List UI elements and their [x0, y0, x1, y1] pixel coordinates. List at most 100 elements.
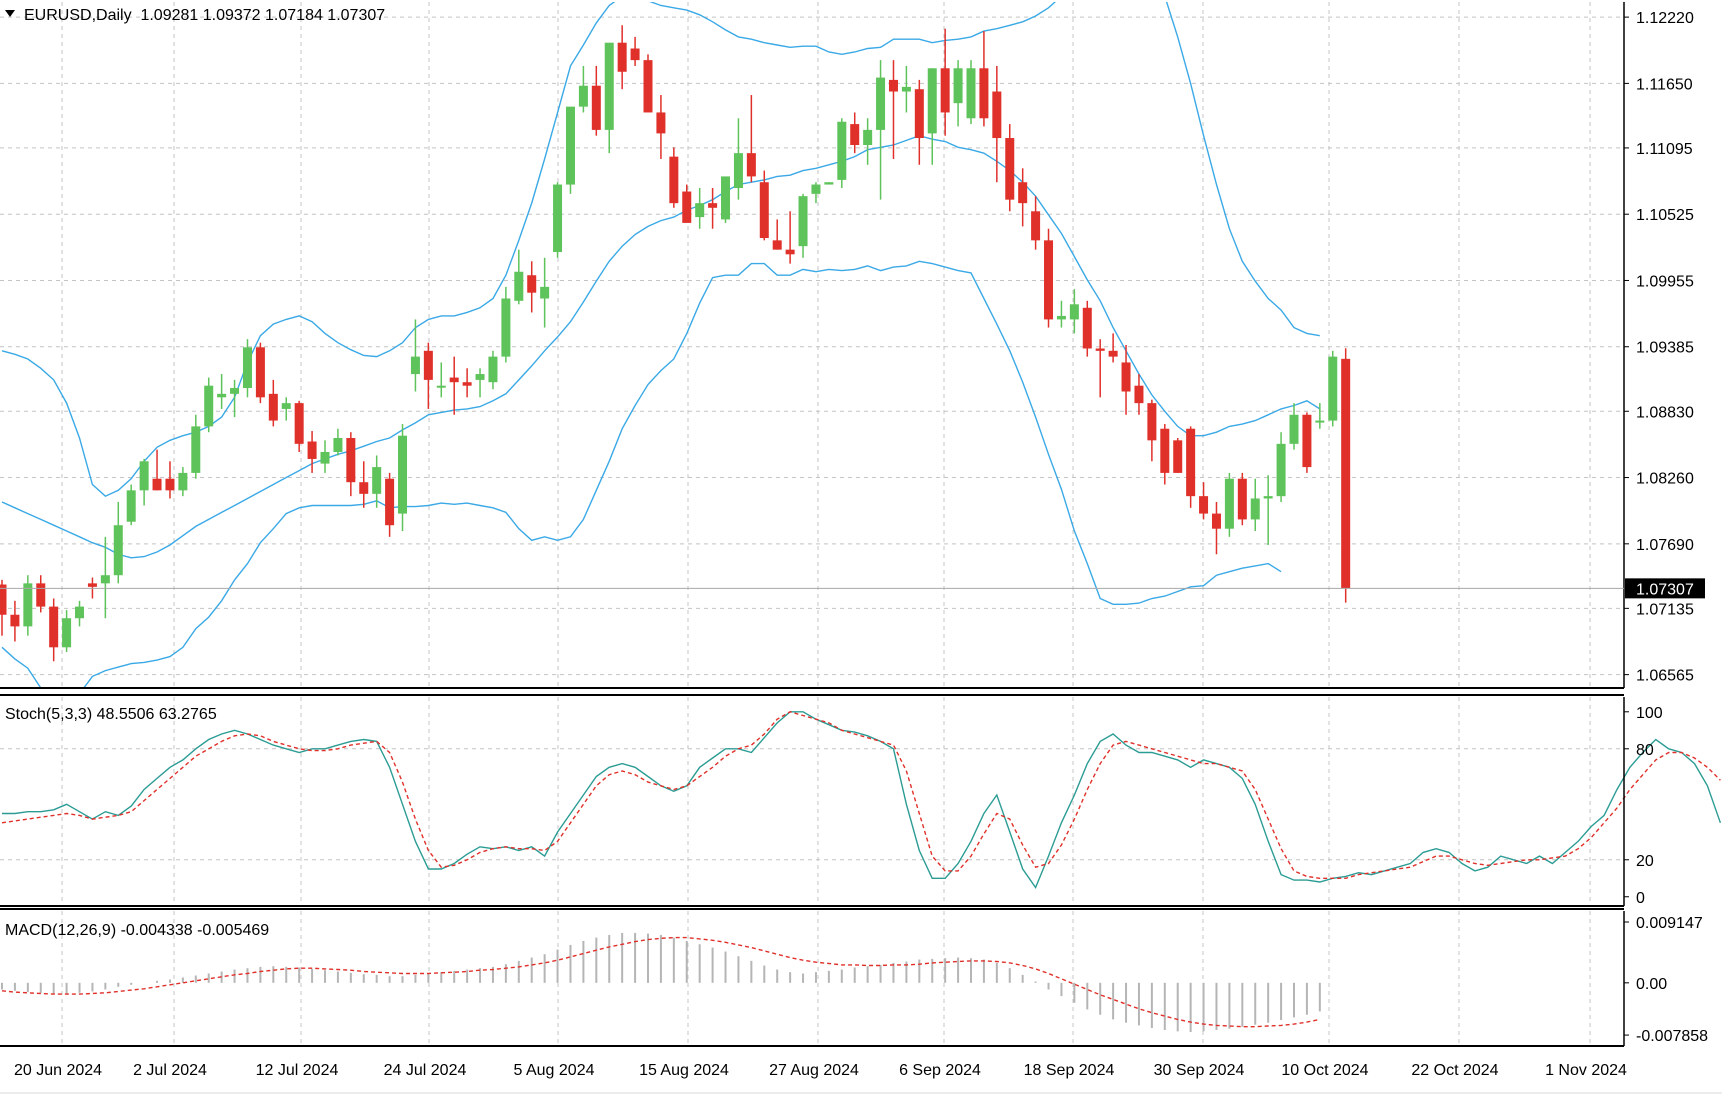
- candle-body: [462, 382, 472, 386]
- time-tick-label: 5 Aug 2024: [514, 1062, 595, 1079]
- candle: [1056, 300, 1066, 328]
- candle: [1315, 403, 1325, 429]
- candle-body: [824, 182, 834, 185]
- symbol-ohlc-label: EURUSD,Daily 1.09281 1.09372 1.07184 1.0…: [24, 7, 385, 24]
- time-axis[interactable]: 20 Jun 2024 2 Jul 2024 12 Jul 2024 24 Jul 2…: [14, 1062, 1627, 1079]
- candle: [268, 379, 278, 427]
- price-axis[interactable]: 1.12220 1.11650 1.11095 1.10525 1.09955 1.093…: [0, 10, 1708, 1045]
- candle: [475, 368, 485, 398]
- time-tick-label: 12 Jul 2024: [256, 1062, 339, 1079]
- candle: [294, 400, 304, 452]
- time-tick-label: 15 Aug 2024: [639, 1062, 729, 1079]
- candle: [591, 65, 601, 136]
- candle-body: [268, 393, 278, 421]
- triangle-down-icon[interactable]: [5, 10, 15, 17]
- candlestick-series[interactable]: [0, 25, 1351, 662]
- candle-body: [1031, 211, 1041, 241]
- candle-body: [785, 249, 795, 255]
- candle: [682, 184, 692, 223]
- price-tick-label: 1.07690: [1636, 537, 1694, 554]
- candle-body: [385, 478, 395, 526]
- candle: [488, 350, 498, 390]
- candle-body: [1289, 414, 1299, 444]
- candle-body: [1082, 307, 1092, 349]
- time-tick-label: 2 Jul 2024: [133, 1062, 207, 1079]
- candle: [462, 368, 472, 398]
- candle: [49, 598, 59, 662]
- candle: [307, 431, 317, 473]
- candle-body: [49, 606, 59, 648]
- candle: [1289, 403, 1299, 450]
- candle: [1160, 424, 1170, 485]
- price-tick-label: 1.07135: [1636, 601, 1694, 618]
- candle-body: [1237, 478, 1247, 520]
- price-tick-label: 1.08260: [1636, 471, 1694, 488]
- candle: [501, 286, 511, 363]
- candle: [721, 176, 731, 223]
- candle-body: [36, 583, 46, 607]
- candle-body: [204, 385, 214, 427]
- candle-body: [1121, 362, 1131, 392]
- candle: [1186, 426, 1196, 508]
- candle: [346, 432, 356, 497]
- candle: [1108, 333, 1118, 363]
- price-tick-label: 1.09385: [1636, 340, 1694, 357]
- candle: [1121, 345, 1131, 415]
- candle-body: [307, 441, 317, 459]
- candle: [1134, 374, 1144, 415]
- candle: [398, 424, 408, 532]
- candle-body: [798, 196, 808, 247]
- macd-panel[interactable]: [1, 932, 1321, 1033]
- candle-body: [733, 153, 743, 189]
- candle: [565, 106, 575, 194]
- candle-body: [1341, 358, 1351, 589]
- price-tick-label: 1.08830: [1636, 404, 1694, 421]
- current-price-tag: [1625, 578, 1705, 599]
- candle: [1224, 472, 1234, 537]
- candle-body: [1134, 385, 1144, 404]
- current-price-label: 1.07307: [1636, 581, 1694, 598]
- candle-body: [488, 356, 498, 383]
- candle: [708, 188, 718, 229]
- candle-body: [643, 60, 653, 113]
- time-tick-label: 6 Sep 2024: [899, 1062, 981, 1079]
- candle: [165, 461, 175, 499]
- candle-body: [927, 68, 937, 134]
- candle-body: [333, 438, 343, 452]
- candle: [1302, 412, 1312, 473]
- candle: [669, 147, 679, 208]
- time-tick-label: 30 Sep 2024: [1154, 1062, 1245, 1079]
- stoch-tick-label: 80: [1636, 742, 1654, 759]
- candle-body: [423, 350, 433, 380]
- candle: [992, 65, 1002, 183]
- candle-body: [1263, 496, 1273, 499]
- candle-body: [979, 68, 989, 119]
- candle-body: [837, 121, 847, 180]
- candle-body: [152, 478, 162, 491]
- candle-body: [217, 393, 227, 398]
- candle: [914, 79, 924, 165]
- candle: [113, 501, 123, 584]
- stoch-header: Stoch(5,3,3) 48.5506 63.2765: [5, 706, 217, 723]
- candle-body: [436, 385, 446, 388]
- candle-body: [126, 490, 136, 522]
- bollinger-upper-line: [1, 2, 1320, 498]
- candle: [1095, 339, 1105, 398]
- candle-body: [1328, 356, 1338, 421]
- time-tick-label: 22 Oct 2024: [1411, 1062, 1498, 1079]
- candle-body: [10, 614, 20, 627]
- candle-body: [449, 377, 459, 383]
- grid: [0, 2, 1624, 1046]
- stochastic-panel[interactable]: [1, 711, 1722, 889]
- candle-body: [953, 68, 963, 104]
- candle: [1005, 124, 1015, 212]
- candle: [643, 54, 653, 113]
- stoch-signal-line: [1, 711, 1721, 879]
- price-tick-label: 1.11095: [1636, 141, 1693, 158]
- candle: [372, 455, 382, 508]
- candle: [23, 575, 33, 636]
- candle: [36, 575, 46, 613]
- candle-body: [1276, 443, 1286, 497]
- candle-body: [888, 79, 898, 92]
